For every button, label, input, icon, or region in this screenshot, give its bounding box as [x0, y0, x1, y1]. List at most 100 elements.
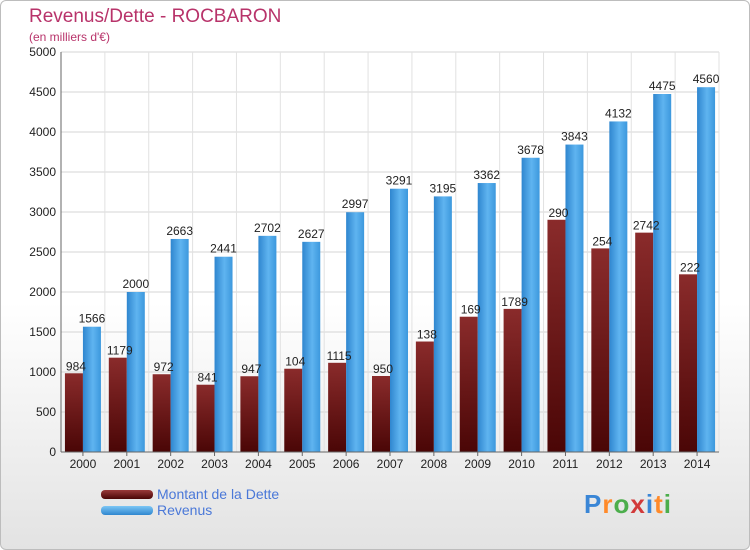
- bar-dette: [240, 376, 259, 452]
- logo-letter: o: [613, 489, 631, 519]
- logo-letter: i: [645, 489, 655, 519]
- y-tick-label: 5000: [29, 45, 56, 59]
- data-label-dette: 1179: [107, 344, 133, 358]
- data-label-revenus: 2000: [122, 277, 149, 291]
- bar-dette: [635, 232, 654, 452]
- data-label-revenus: 3291: [386, 174, 413, 188]
- logo-letter: x: [630, 489, 646, 519]
- data-label-revenus: 4132: [605, 106, 632, 120]
- bar-dette: [284, 368, 303, 452]
- data-label-dette: 290: [548, 206, 568, 220]
- data-label-dette: 947: [241, 362, 261, 376]
- bar-dette: [679, 274, 698, 452]
- data-label-dette: 169: [461, 303, 481, 317]
- bar-revenus: [82, 326, 101, 452]
- data-label-revenus: 1566: [79, 312, 106, 326]
- y-tick-label: 4000: [29, 125, 56, 139]
- bar-dette: [372, 376, 390, 452]
- bar-dette: [503, 308, 522, 452]
- data-label-revenus: 4560: [693, 72, 720, 86]
- data-label-dette: 950: [373, 362, 393, 376]
- x-tick-label: 2010: [508, 457, 535, 471]
- proxiti-logo: Proxiti: [584, 489, 672, 520]
- bar-revenus: [346, 212, 365, 452]
- y-tick-label: 1000: [29, 365, 56, 379]
- bar-revenus: [433, 196, 452, 452]
- bar-dette: [108, 357, 127, 452]
- y-tick-label: 3500: [29, 165, 56, 179]
- data-label-revenus: 3362: [473, 168, 500, 182]
- x-tick-label: 2006: [333, 457, 360, 471]
- bar-revenus: [126, 292, 145, 452]
- bar-revenus: [565, 144, 584, 452]
- bar-dette: [547, 219, 566, 452]
- bar-dette: [152, 374, 171, 452]
- bar-revenus: [521, 157, 540, 452]
- bar-dette: [591, 248, 610, 452]
- x-tick-label: 2001: [113, 457, 140, 471]
- data-label-revenus: 2997: [342, 197, 369, 211]
- bar-revenus: [170, 238, 189, 452]
- legend-label-revenus: Revenus: [157, 502, 213, 518]
- data-label-dette: 104: [285, 355, 305, 369]
- x-tick-label: 2000: [70, 457, 97, 471]
- y-tick-label: 500: [36, 405, 56, 419]
- logo-letter: t: [654, 489, 664, 519]
- legend-swatch-dette: [101, 490, 153, 499]
- x-tick-label: 2013: [640, 457, 667, 471]
- data-label-revenus: 2441: [210, 242, 237, 256]
- bar-chart: 984 1566 1179 2000 972 2663 841 2441 947 2702 104 2…: [29, 45, 720, 471]
- y-tick-label: 1500: [29, 325, 56, 339]
- chart-subtitle: (en milliers d'€): [29, 30, 110, 44]
- y-tick-label: 2000: [29, 285, 56, 299]
- bar-dette: [459, 316, 478, 452]
- bar-revenus: [258, 235, 277, 452]
- logo-letter: i: [663, 489, 672, 519]
- legend-label-dette: Montant de la Dette: [157, 486, 280, 502]
- data-label-dette: 972: [154, 360, 174, 374]
- y-tick-label: 0: [49, 445, 56, 459]
- y-tick-label: 3000: [29, 205, 56, 219]
- y-tick-label: 2500: [29, 245, 56, 259]
- y-tick-label: 4500: [29, 85, 56, 99]
- data-label-revenus: 3843: [561, 130, 588, 144]
- logo-letter: P: [584, 489, 603, 519]
- data-label-revenus: 2702: [254, 221, 281, 235]
- bar-dette: [196, 384, 215, 452]
- data-label-dette: 222: [680, 260, 700, 274]
- x-tick-label: 2012: [596, 457, 623, 471]
- x-tick-label: 2009: [464, 457, 491, 471]
- x-tick-label: 2004: [245, 457, 272, 471]
- bar-dette: [328, 362, 347, 452]
- bar-dette: [415, 341, 434, 452]
- data-label-revenus: 2663: [166, 224, 193, 238]
- data-label-revenus: 2627: [298, 227, 325, 241]
- x-tick-label: 2008: [421, 457, 448, 471]
- bar-revenus: [609, 121, 628, 452]
- x-tick-label: 2011: [553, 457, 579, 471]
- data-label-revenus: 3678: [517, 143, 544, 157]
- x-tick-label: 2007: [377, 457, 404, 471]
- x-tick-label: 2002: [157, 457, 184, 471]
- data-label-dette: 1789: [501, 295, 528, 309]
- bar-revenus: [653, 94, 672, 452]
- data-label-revenus: 3195: [430, 181, 457, 195]
- chart-title: Revenus/Dette - ROCBARON: [29, 6, 282, 27]
- bar-revenus: [390, 188, 408, 452]
- data-label-dette: 138: [417, 328, 437, 342]
- bar-revenus: [697, 87, 716, 452]
- data-label-dette: 2742: [633, 219, 660, 233]
- bar-revenus: [214, 256, 233, 452]
- data-label-dette: 254: [592, 234, 612, 248]
- data-label-dette: 1115: [327, 349, 352, 363]
- bar-revenus: [302, 241, 321, 452]
- x-tick-label: 2003: [201, 457, 228, 471]
- bar-dette: [64, 373, 83, 452]
- data-label-revenus: 4475: [649, 79, 676, 93]
- legend-swatch-revenus: [101, 506, 153, 515]
- x-tick-label: 2014: [684, 457, 711, 471]
- x-tick-label: 2005: [289, 457, 316, 471]
- data-label-dette: 984: [66, 359, 86, 373]
- data-label-dette: 841: [198, 371, 218, 385]
